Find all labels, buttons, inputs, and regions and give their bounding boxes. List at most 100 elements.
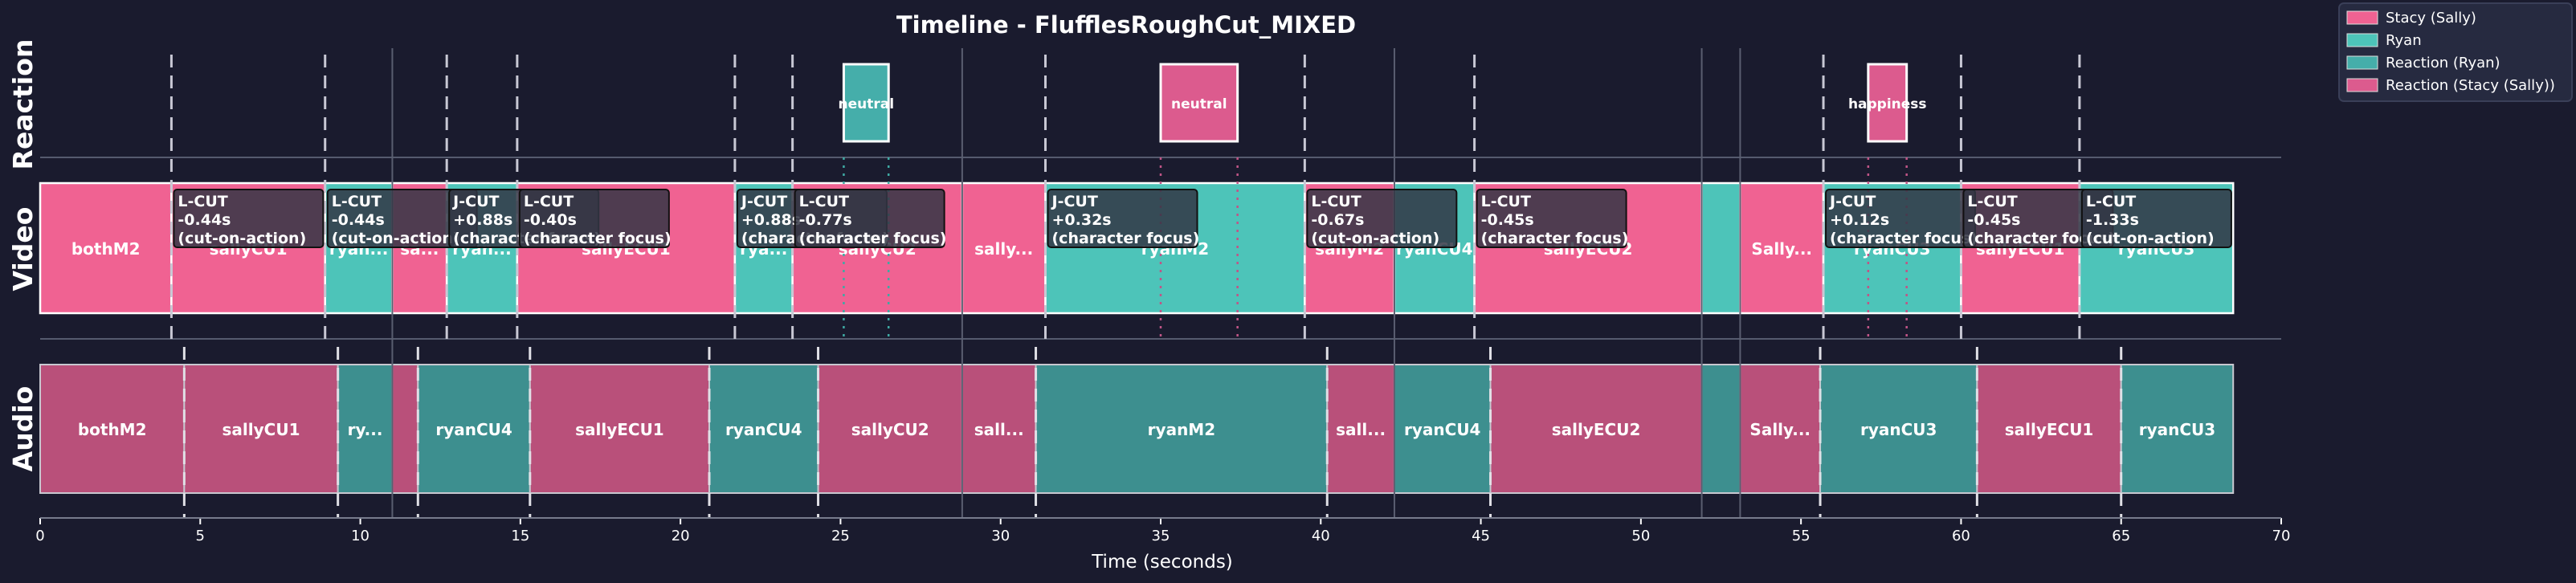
- cut-annotation-line: L-CUT: [1481, 193, 1531, 210]
- cut-annotation-box: [518, 189, 670, 248]
- reaction-track: neutral neutral happiness: [839, 63, 1927, 143]
- cut-annotation-line: (cut-on-action): [1311, 230, 1439, 247]
- video-clip-label: bothM2: [71, 239, 141, 259]
- x-tick-label: 65: [2112, 528, 2130, 544]
- audio-clip: [817, 364, 963, 494]
- video-track-label: Video: [7, 207, 39, 292]
- cut-annotation-box: [1306, 189, 1458, 248]
- x-tick-label: 30: [991, 528, 1010, 544]
- audio-clip: [1393, 364, 1492, 494]
- video-clip-label: sally...: [974, 239, 1033, 259]
- cut-annotation-line: J-CUT: [740, 193, 787, 210]
- cut-annotation-line: (cut-on-action): [2086, 230, 2215, 247]
- cut-annotation-line: (character focus): [1052, 230, 1200, 247]
- audio-clip-label: ry...: [348, 420, 383, 439]
- cut-annotation-line: L-CUT: [332, 193, 382, 210]
- cut-annotation-line: -0.45s: [1967, 211, 2020, 229]
- x-tick-label: 0: [35, 528, 44, 544]
- audio-clip: [961, 364, 1037, 494]
- audio-clip-label: sallyECU1: [2005, 420, 2094, 439]
- legend-label: Ryan: [2386, 32, 2422, 49]
- cut-annotation-box: [173, 189, 325, 248]
- audio-clip: [1819, 364, 1978, 494]
- legend-swatch: [2346, 33, 2378, 47]
- audio-clip: [708, 364, 819, 494]
- cut-annotation-line: +0.12s: [1830, 211, 1889, 229]
- cut-annotation-box: [1047, 189, 1198, 248]
- video-clip: [1700, 181, 1741, 315]
- cut-annotation-line: +0.88s: [453, 211, 512, 229]
- audio-clip-label: ryanCU3: [2139, 420, 2215, 439]
- audio-clip-label: sallyECU1: [575, 420, 664, 439]
- cut-annotation-line: L-CUT: [178, 193, 227, 210]
- cut-annotation-line: -0.77s: [799, 211, 852, 229]
- cut-annotation-line: J-CUT: [1828, 193, 1876, 210]
- audio-clip-label: ryanCU4: [435, 420, 512, 439]
- x-axis: 0 5 10 15 20 25 30 35 40 45 50 55 60 65 70: [35, 517, 2290, 544]
- cut-annotation-line: -1.33s: [2086, 211, 2139, 229]
- cut-annotation-line: -0.44s: [178, 211, 231, 229]
- cut-annotation-line: (character focus): [1967, 230, 2115, 247]
- x-tick-label: 55: [1792, 528, 1811, 544]
- audio-clip-label: sallyCU1: [222, 420, 300, 439]
- cut-annotation-line: (character focus): [524, 230, 672, 247]
- x-tick-label: 50: [1631, 528, 1650, 544]
- audio-clip: [1489, 364, 1703, 494]
- reaction-track-label: Reaction: [7, 39, 39, 170]
- reaction-box: [842, 63, 890, 143]
- reaction-label: happiness: [1848, 96, 1927, 112]
- cut-annotation-box: [2080, 189, 2232, 248]
- x-tick-label: 15: [511, 528, 529, 544]
- audio-clip: [2120, 364, 2235, 494]
- audio-clip: [39, 364, 186, 494]
- video-clip-label: Sally...: [1751, 239, 1812, 259]
- x-tick-label: 25: [831, 528, 850, 544]
- cut-annotation-line: L-CUT: [1967, 193, 2017, 210]
- audio-track-label: Audio: [7, 386, 39, 472]
- cut-annotation-line: (cut-on-action): [178, 230, 306, 247]
- legend-swatch: [2346, 55, 2378, 70]
- cut-annotation-line: +0.88s: [741, 211, 801, 229]
- cut-annotation-line: -0.67s: [1311, 211, 1364, 229]
- x-tick-label: 45: [1472, 528, 1490, 544]
- audio-clip-label: ryanCU4: [725, 420, 802, 439]
- cut-annotation-line: J-CUT: [451, 193, 499, 210]
- cut-annotation-line: (character focus): [1830, 230, 1978, 247]
- audio-clip: [391, 364, 419, 494]
- audio-clip-label: sallyECU2: [1552, 420, 1641, 439]
- audio-clip: [1326, 364, 1395, 494]
- reaction-label: neutral: [1171, 96, 1227, 112]
- x-tick-label: 5: [196, 528, 205, 544]
- x-tick-label: 60: [1952, 528, 1970, 544]
- cut-annotation-box: [1476, 189, 1627, 248]
- audio-clip: [183, 364, 339, 494]
- audio-clip: [1700, 364, 1741, 494]
- cut-annotation-line: L-CUT: [524, 193, 574, 210]
- x-tick-label: 40: [1312, 528, 1330, 544]
- audio-clip: [417, 364, 531, 494]
- audio-clip-label: sall...: [1336, 420, 1386, 439]
- chart-title: Timeline - FlufflesRoughCut_MIXED: [896, 11, 1356, 39]
- audio-clip-label: ryanCU4: [1404, 420, 1480, 439]
- reaction-box: [1867, 63, 1909, 143]
- x-tick-label: 35: [1152, 528, 1170, 544]
- audio-clip-label: bothM2: [78, 420, 147, 439]
- legend-swatch: [2346, 10, 2378, 25]
- legend-label: Stacy (Sally): [2386, 10, 2476, 26]
- audio-clip-label: Sally...: [1749, 420, 1811, 439]
- cut-annotation-line: L-CUT: [1311, 193, 1361, 210]
- audio-clip-label: sall...: [974, 420, 1024, 439]
- legend-label: Reaction (Ryan): [2386, 55, 2500, 71]
- reaction-label: neutral: [839, 96, 895, 112]
- audio-clip: [337, 364, 394, 494]
- video-clip: [961, 181, 1047, 315]
- reaction-box: [1159, 63, 1239, 143]
- cut-annotation-line: J-CUT: [1051, 193, 1098, 210]
- cut-annotation-line: (character focus): [799, 230, 947, 247]
- cut-annotation-line: (cut-on-action): [332, 230, 460, 247]
- cut-annotation-line: -0.45s: [1481, 211, 1534, 229]
- x-tick-label: 20: [672, 528, 690, 544]
- audio-clip: [1035, 364, 1329, 494]
- audio-track: bothM2 sallyCU1 ry... ryanCU4 sallyECU1 ryanC…: [39, 364, 2235, 494]
